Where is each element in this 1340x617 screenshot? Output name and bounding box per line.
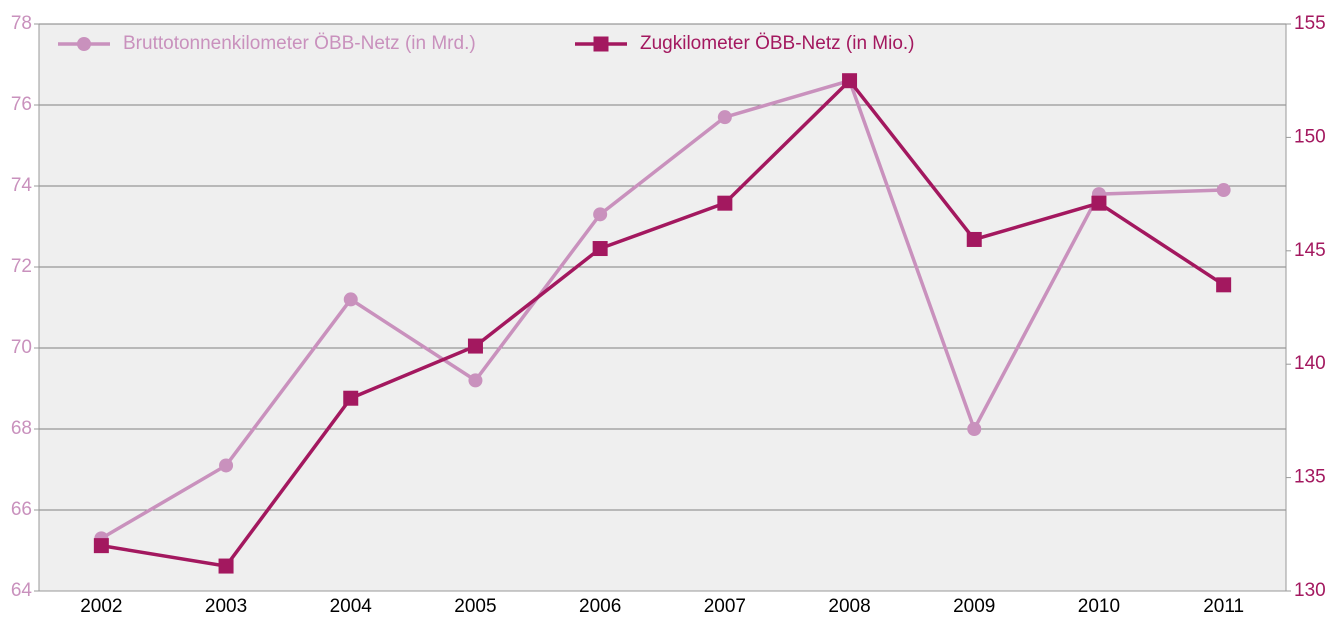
marker <box>717 110 732 125</box>
x-tick-label: 2009 <box>953 596 995 617</box>
marker <box>966 231 982 247</box>
marker <box>842 73 858 89</box>
y-tick-label: 72 <box>11 256 32 277</box>
x-tick-label: 2004 <box>330 596 373 617</box>
marker <box>343 390 359 406</box>
y2-tick-label: 155 <box>1294 13 1326 34</box>
x-tick-label: 2010 <box>1078 596 1120 617</box>
y-tick-label: 78 <box>11 13 32 34</box>
marker <box>717 195 733 211</box>
marker <box>1091 195 1107 211</box>
legend-marker <box>77 37 91 51</box>
legend-marker <box>593 36 609 52</box>
legend-label: Bruttotonnenkilometer ÖBB-Netz (in Mrd.) <box>123 33 476 54</box>
line <box>101 78 1225 568</box>
plot-area <box>39 24 1286 591</box>
line <box>100 78 1224 540</box>
x-tick-label: 2011 <box>1203 596 1244 617</box>
y-tick-label: 64 <box>11 580 33 601</box>
marker <box>219 458 234 473</box>
marker <box>1216 183 1231 198</box>
y2-tick-label: 145 <box>1294 240 1326 261</box>
x-tick-label: 2003 <box>205 596 247 617</box>
y-tick-label: 68 <box>11 418 32 439</box>
marker <box>592 241 608 257</box>
x-tick-label: 2008 <box>828 596 870 617</box>
y2-tick-label: 130 <box>1294 580 1326 601</box>
marker <box>218 558 234 574</box>
y-tick-label: 74 <box>11 175 33 196</box>
y2-tick-label: 135 <box>1294 467 1326 488</box>
x-tick-label: 2006 <box>579 596 621 617</box>
y2-tick-label: 150 <box>1294 126 1326 147</box>
y-tick-label: 66 <box>11 499 32 520</box>
marker <box>93 538 109 554</box>
marker <box>593 207 608 222</box>
y-tick-label: 70 <box>11 337 32 358</box>
marker <box>1216 277 1232 293</box>
marker <box>467 338 483 354</box>
legend-label: Zugkilometer ÖBB-Netz (in Mio.) <box>640 33 915 54</box>
marker <box>468 373 483 388</box>
y2-tick-label: 140 <box>1294 353 1326 374</box>
marker <box>967 422 982 436</box>
y-tick-label: 76 <box>11 94 32 115</box>
x-tick-label: 2005 <box>454 596 496 617</box>
marker <box>343 292 358 307</box>
x-tick-label: 2007 <box>704 596 746 617</box>
x-tick-label: 2002 <box>80 596 122 617</box>
